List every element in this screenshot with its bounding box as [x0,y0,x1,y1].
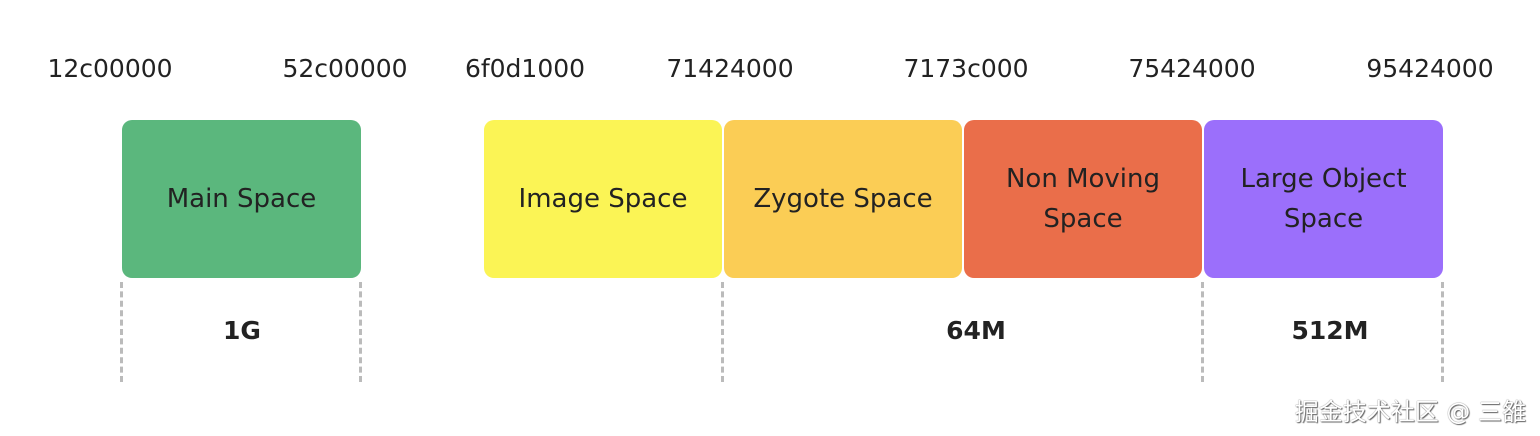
address-label: 52c00000 [282,54,408,83]
size-label: 512M [1291,316,1369,345]
block-label: Main Space [166,184,317,214]
non-moving-space-block: Non Moving Space [964,120,1202,278]
watermark: 掘金技术社区 @ 三雒 [1294,398,1526,426]
zygote-space-block: Zygote Space [724,120,962,278]
address-label: 12c00000 [47,54,173,83]
large-object-space-block: Large Object Space [1204,120,1443,278]
dashed-divider [1441,282,1444,382]
size-label: 64M [946,316,1006,345]
address-label: 75424000 [1128,54,1256,83]
address-label: 6f0d1000 [464,54,586,83]
main-space-block: Main Space [122,120,361,278]
image-space-block: Image Space [484,120,722,278]
address-label: 71424000 [666,54,794,83]
block-label: Non Moving Space [1005,164,1161,234]
block-label: Image Space [518,184,688,214]
address-label: 95424000 [1366,54,1494,83]
dashed-divider [120,282,123,382]
block-label: Zygote Space [753,184,933,214]
dashed-divider [359,282,362,382]
dashed-divider [1201,282,1204,382]
dashed-divider [721,282,724,382]
address-label: 7173c000 [903,54,1029,83]
size-label: 1G [223,316,261,345]
block-label: Large Object Space [1240,164,1407,234]
